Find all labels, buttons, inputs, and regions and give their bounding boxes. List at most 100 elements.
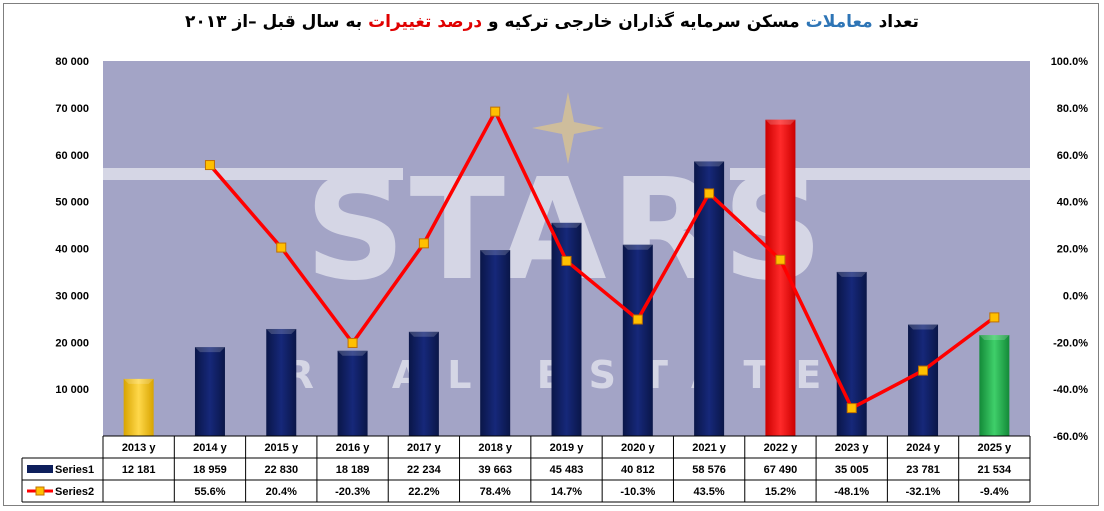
- bar-body: [337, 350, 368, 436]
- y-left-tick-label: 80 000: [55, 56, 89, 68]
- series1-value: 12 181: [122, 464, 156, 476]
- bar-bevel: [622, 244, 653, 250]
- series2-value: 14.7%: [551, 486, 582, 498]
- series1-value: 39 663: [478, 464, 512, 476]
- series2-legend-marker: [35, 486, 45, 496]
- bar: [266, 328, 297, 436]
- category-label: 2021 y: [692, 442, 727, 454]
- category-label: 2017 y: [407, 442, 442, 454]
- title-part-3: مسکن سرمایه گذاران خارجی ترکیه و: [482, 12, 806, 32]
- bar-body: [194, 347, 225, 436]
- y-right-tick-label: 100.0%: [1051, 56, 1089, 68]
- series2-value: -9.4%: [980, 486, 1009, 498]
- series2-value: 20.4%: [266, 486, 297, 498]
- y-left-tick-label: 50 000: [55, 197, 89, 209]
- series2-value: 15.2%: [765, 486, 796, 498]
- series2-value: 78.4%: [480, 486, 511, 498]
- y-right-tick-label: -20.0%: [1053, 337, 1088, 349]
- series1-value: 22 234: [407, 464, 442, 476]
- y-right-tick-label: 80.0%: [1057, 103, 1088, 115]
- title-part-5: به سال قبل –از ۲۰۱۳: [185, 12, 369, 32]
- y-right-tick-label: 20.0%: [1057, 244, 1088, 256]
- bar-bevel: [836, 271, 867, 277]
- bar-bevel: [979, 335, 1010, 341]
- y-right-tick-label: -60.0%: [1053, 431, 1088, 443]
- category-label: 2020 y: [621, 442, 656, 454]
- series2-marker: [775, 254, 786, 265]
- y-left-tick-label: 10 000: [55, 384, 89, 396]
- bar-body: [123, 378, 154, 436]
- y-left-tick-label: 60 000: [55, 150, 89, 162]
- bar: [979, 335, 1010, 436]
- series1-value: 35 005: [835, 464, 869, 476]
- series2-marker: [490, 106, 501, 117]
- bar-body: [979, 335, 1010, 436]
- series2-value: -32.1%: [906, 486, 941, 498]
- bar-bevel: [123, 378, 154, 384]
- series2-legend-label: Series2: [55, 486, 94, 498]
- series2-marker: [632, 314, 643, 325]
- bar: [337, 350, 368, 436]
- series2-line: [208, 109, 996, 410]
- y-left-tick-label: 20 000: [55, 337, 89, 349]
- bar-body: [551, 222, 582, 436]
- series1-value: 21 534: [978, 464, 1013, 476]
- bar-bevel: [408, 331, 439, 337]
- series1-value: 58 576: [692, 464, 726, 476]
- bar-body: [694, 161, 725, 437]
- series2-marker: [418, 238, 429, 249]
- y-right-tick-label: 60.0%: [1057, 150, 1088, 162]
- bar: [908, 324, 939, 436]
- category-label: 2019 y: [550, 442, 585, 454]
- category-label: 2016 y: [336, 442, 371, 454]
- bar-bevel: [266, 328, 297, 334]
- bar: [480, 250, 511, 436]
- category-label: 2013 y: [122, 442, 157, 454]
- bar-body: [408, 331, 439, 436]
- bar: [694, 161, 725, 437]
- series2-marker: [989, 312, 1000, 323]
- series1-value: 67 490: [764, 464, 798, 476]
- y-left-tick-label: 70 000: [55, 103, 89, 115]
- bar: [622, 244, 653, 436]
- category-label: 2023 y: [835, 442, 870, 454]
- category-label: 2025 y: [978, 442, 1013, 454]
- series2-value: 43.5%: [694, 486, 725, 498]
- series2-value: 22.2%: [408, 486, 439, 498]
- bar-bevel: [337, 350, 368, 356]
- y-left-tick-label: 30 000: [55, 290, 89, 302]
- series2-value: 55.6%: [194, 486, 225, 498]
- series1-value: 18 959: [193, 464, 227, 476]
- series2-value: -10.3%: [620, 486, 655, 498]
- bar-body: [908, 324, 939, 436]
- bar: [551, 222, 582, 436]
- category-label: 2018 y: [478, 442, 513, 454]
- title-part-4: درصد تغییرات: [368, 12, 483, 32]
- category-label: 2014 y: [193, 442, 228, 454]
- category-label: 2015 y: [264, 442, 299, 454]
- series2-marker: [276, 242, 287, 253]
- category-label: 2024 y: [906, 442, 941, 454]
- series1-value: 40 812: [621, 464, 655, 476]
- series2-marker: [561, 255, 572, 266]
- bar: [123, 378, 154, 436]
- watermark-stripe-left: [103, 168, 403, 180]
- chart-title: تعداد معاملات مسکن سرمایه گذاران خارجی ت…: [0, 12, 1104, 32]
- y-right-tick-label: 40.0%: [1057, 197, 1088, 209]
- y-right-tick-label: -40.0%: [1053, 384, 1088, 396]
- series2-marker: [704, 188, 715, 199]
- series2-marker: [846, 403, 857, 414]
- title-part-2: معاملات: [805, 12, 873, 32]
- category-label: 2022 y: [764, 442, 799, 454]
- series1-value: 45 483: [550, 464, 584, 476]
- bar-body: [480, 250, 511, 436]
- bar-bevel: [194, 347, 225, 353]
- y-left-tick-label: 40 000: [55, 244, 89, 256]
- series1-value: 23 781: [906, 464, 940, 476]
- series1-legend-key: [27, 465, 53, 473]
- watermark-stripe-right: [730, 168, 1030, 180]
- bar-body: [266, 328, 297, 436]
- title-part-1: تعداد: [872, 12, 919, 32]
- series2-marker: [918, 365, 929, 376]
